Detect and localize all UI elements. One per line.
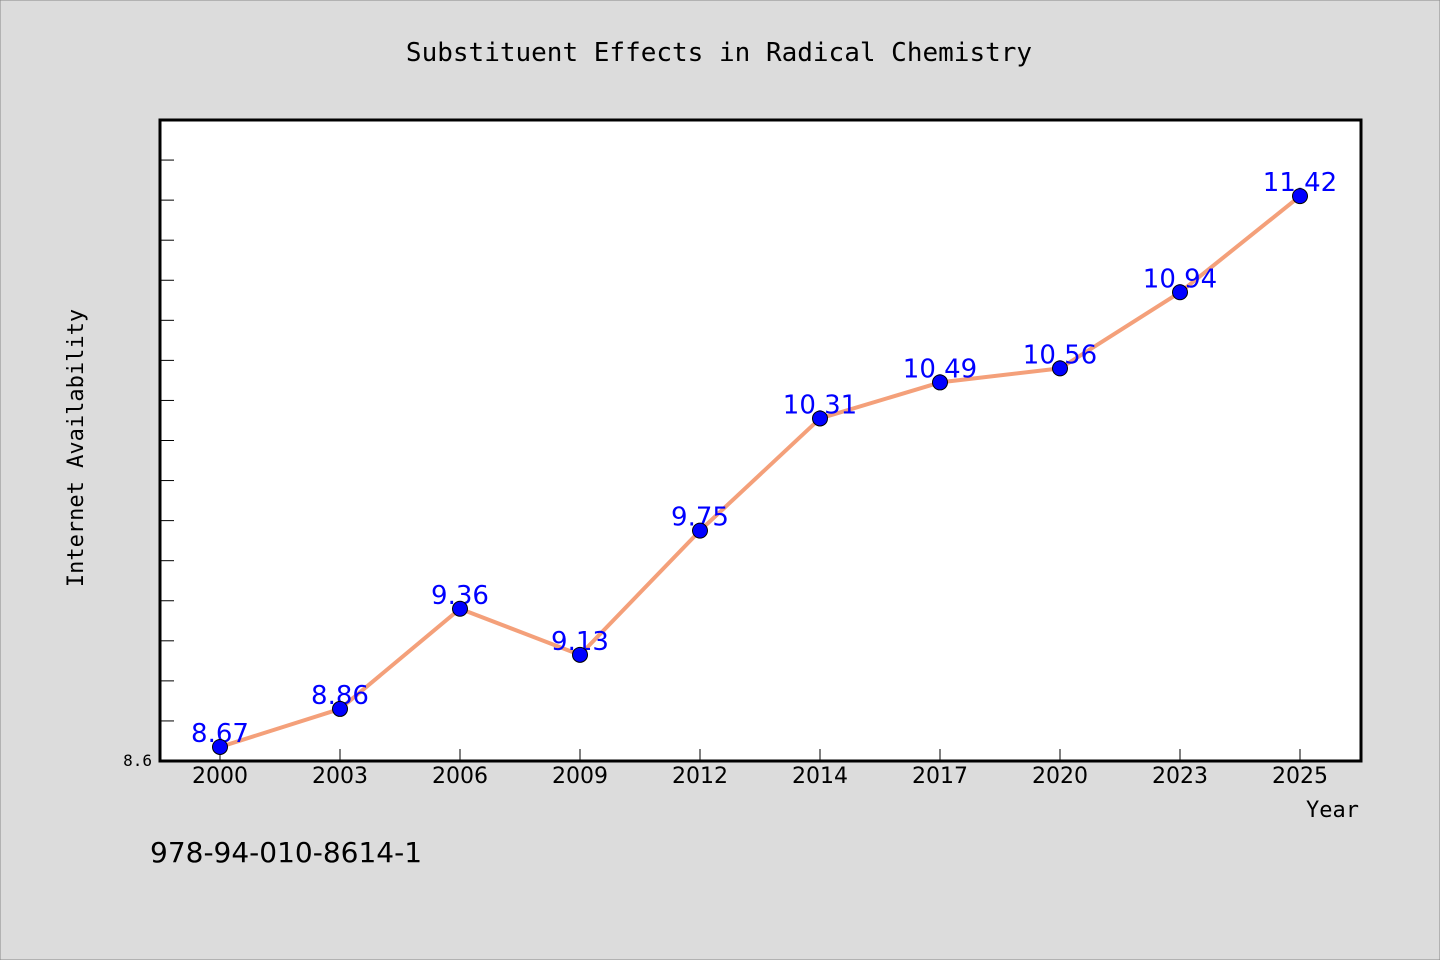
data-point bbox=[212, 738, 228, 755]
x-tick-label: 2009 bbox=[552, 764, 608, 789]
x-tick-label: 2006 bbox=[432, 764, 488, 789]
x-tick-label: 2025 bbox=[1272, 764, 1328, 789]
y-axis-ticks bbox=[160, 159, 174, 722]
data-point bbox=[332, 700, 348, 717]
data-point bbox=[1052, 360, 1068, 377]
data-point bbox=[1172, 284, 1188, 301]
x-tick-label: 2023 bbox=[1152, 764, 1208, 789]
plot-area bbox=[158, 118, 1363, 763]
x-tick-labels: 2000 2003 2006 2009 2012 2014 2017 2020 2023 2025 bbox=[192, 764, 1328, 789]
data-point bbox=[932, 374, 948, 391]
data-point bbox=[692, 522, 708, 539]
footnote-isbn: 978-94-010-8614-1 bbox=[150, 836, 422, 869]
y-tick-label-min: 8.6 bbox=[123, 751, 152, 770]
x-tick-label: 2003 bbox=[312, 764, 368, 789]
x-axis-ticks bbox=[219, 749, 1301, 761]
x-axis-title: Year bbox=[1306, 798, 1359, 823]
x-tick-label: 2012 bbox=[672, 764, 728, 789]
x-tick-label: 2014 bbox=[792, 764, 848, 789]
series-line bbox=[219, 194, 1302, 749]
x-tick-label: 2017 bbox=[912, 764, 968, 789]
chart-title: Substituent Effects in Radical Chemistry bbox=[406, 38, 1032, 68]
data-point bbox=[572, 646, 588, 663]
x-tick-label: 2020 bbox=[1032, 764, 1088, 789]
x-tick-label: 2000 bbox=[192, 764, 248, 789]
y-axis-title: Internet Availability bbox=[64, 309, 89, 587]
data-point bbox=[812, 410, 828, 427]
data-point bbox=[452, 600, 468, 617]
data-point bbox=[1292, 188, 1308, 205]
